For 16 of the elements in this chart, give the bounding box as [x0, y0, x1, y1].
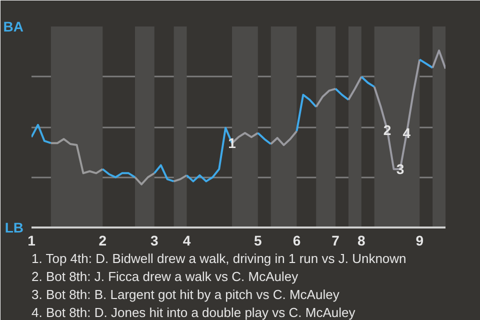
x-tick-label: 1	[28, 232, 36, 248]
x-tick-label: 7	[332, 232, 340, 248]
x-tick-label: 4	[182, 232, 191, 248]
text: 4. Bot 8th: D. Jones hit into a double play vs C. McAuley	[32, 305, 356, 320]
x-tick-label: 5	[254, 232, 262, 248]
x-tick-label: 2	[98, 232, 107, 248]
x-tick-label: 9	[416, 232, 424, 248]
x-tick-label: 8	[358, 232, 366, 248]
text: 2. Bot 8th: J. Ficca drew a walk vs C. McAuley	[32, 269, 299, 284]
text: BA	[3, 18, 24, 34]
text: LB	[4, 220, 24, 236]
x-tick-label: 6	[292, 232, 301, 248]
text: 1. Top 4th: D. Bidwell drew a walk, driving in 1 run vs J. Unknown	[32, 251, 406, 266]
x-tick-label: 3	[150, 232, 159, 248]
annotation: 1	[228, 135, 236, 152]
text: 3. Bot 8th: B. Largent got hit by a pitch vs C. McAuley	[32, 287, 340, 302]
